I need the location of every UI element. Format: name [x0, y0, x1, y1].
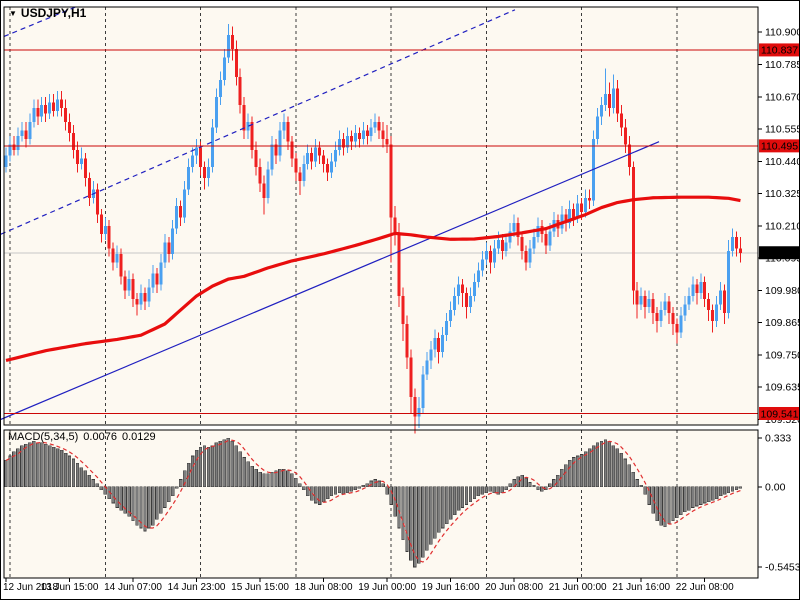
- moving-average-line: [5, 195, 741, 363]
- svg-text:109.541: 109.541: [761, 408, 799, 420]
- macd-main-value: 0.0076: [83, 431, 117, 443]
- price-tick-label: 109.750: [765, 349, 800, 361]
- time-tick-label: 20 Jun 08:00: [485, 582, 543, 593]
- svg-text:110.837: 110.837: [761, 45, 798, 57]
- price-tick-label: 110.440: [765, 156, 800, 168]
- time-tick-label: 18 Jun 08:00: [295, 582, 353, 593]
- time-tick-label: 21 Jun 16:00: [612, 582, 670, 593]
- time-tick-label: 19 Jun 16:00: [422, 582, 480, 593]
- price-tick-label: 110.670: [765, 91, 800, 103]
- svg-text:110.114: 110.114: [761, 248, 798, 260]
- triangle-down-icon: ▼: [9, 9, 17, 18]
- macd-signal-value: 0.0129: [121, 431, 156, 443]
- price-tick-label: 110.900: [765, 27, 800, 39]
- price-level-badge: [759, 43, 799, 57]
- macd-tick-label: 0.333: [765, 432, 791, 444]
- trend-lines: [1, 6, 660, 420]
- time-tick-label: 13 Jun 15:00: [41, 582, 99, 593]
- price-tick-label: 110.785: [765, 59, 800, 71]
- time-tick-label: 19 Jun 00:00: [358, 582, 416, 593]
- price-tick-label: 110.210: [765, 220, 800, 232]
- price-tick-label: 109.865: [765, 317, 800, 329]
- chart-title[interactable]: ▼ USDJPY,H1: [9, 6, 86, 20]
- time-tick-label: 14 Jun 23:00: [168, 582, 226, 593]
- time-tick-label: 21 Jun 00:00: [549, 582, 607, 593]
- macd-name: MACD(5,34,5): [8, 431, 79, 443]
- candlesticks[interactable]: [4, 23, 742, 434]
- time-tick-label: 12 Jun 2018: [3, 582, 58, 593]
- price-tick-label: 110.555: [765, 124, 800, 136]
- time-tick-label: 22 Jun 08:00: [676, 582, 734, 593]
- svg-text:110.495: 110.495: [761, 141, 798, 153]
- price-tick-label: 110.325: [765, 188, 800, 200]
- macd-indicator-label: MACD(5,34,5) 0.0076 0.0129: [8, 431, 161, 443]
- macd-histogram[interactable]: [4, 438, 743, 568]
- time-tick-label: 14 Jun 07:00: [104, 582, 162, 593]
- price-tick-label: 109.980: [765, 285, 800, 297]
- macd-tick-label: -0.5453: [765, 562, 800, 574]
- price-tick-label: 109.635: [765, 382, 800, 394]
- price-badges: 110.837 110.495 109.541 110.114: [759, 43, 799, 420]
- macd-signal-line: [5, 439, 741, 563]
- price-level-badge: [759, 406, 799, 420]
- macd-tick-label: 0.00: [765, 481, 786, 493]
- price-level-badge: [759, 246, 799, 260]
- price-level-lines: [4, 49, 758, 414]
- price-level-badge: [759, 139, 799, 153]
- pane-frames: [3, 6, 759, 579]
- macd-axis: 0.333 0.00 -0.5453: [758, 432, 800, 574]
- time-tick-label: 15 Jun 15:00: [231, 582, 289, 593]
- symbol-timeframe-label: USDJPY,H1: [20, 6, 87, 20]
